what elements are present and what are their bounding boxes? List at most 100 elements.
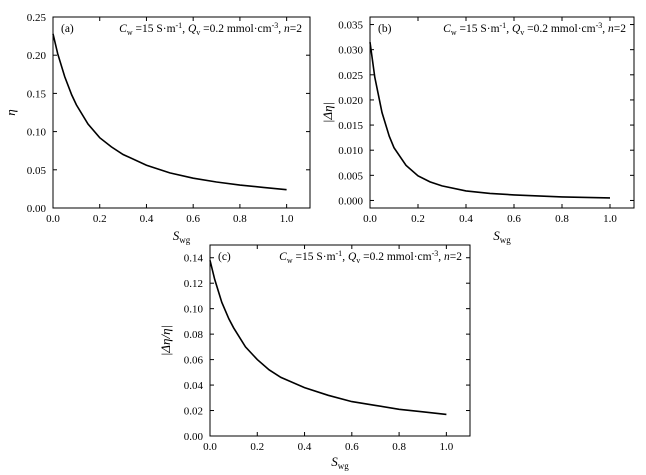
plot-frame xyxy=(209,244,471,437)
n-value: =2 xyxy=(290,23,302,35)
separator: , xyxy=(506,23,512,35)
data-curve xyxy=(369,41,611,199)
qv-subscript: v xyxy=(520,28,524,37)
x-axis-label: Swg xyxy=(493,228,511,245)
y-tick-label: 0.00 xyxy=(184,431,204,443)
y-tick-label: 0.04 xyxy=(184,380,204,392)
x-tick-label: 0.6 xyxy=(345,441,359,453)
n-symbol: n xyxy=(444,251,450,263)
cw-value: =15 S·m xyxy=(457,23,500,35)
cw-exponent: -1 xyxy=(336,249,343,258)
panel-label: (a) xyxy=(61,23,74,35)
n-symbol: n xyxy=(608,23,614,35)
x-tick-label: 0.0 xyxy=(363,213,377,225)
x-tick-label: 0.4 xyxy=(459,213,473,225)
cw-exponent: -1 xyxy=(500,21,507,30)
x-tick-label: 0.6 xyxy=(507,213,521,225)
data-curve xyxy=(52,33,287,191)
y-tick-label: 0.010 xyxy=(338,145,363,157)
y-tick-label: 0.020 xyxy=(338,95,363,107)
qv-exponent: -3 xyxy=(432,249,439,258)
y-tick-label: 0.06 xyxy=(184,355,204,367)
cw-symbol: C xyxy=(443,23,451,35)
y-tick-label: 0.15 xyxy=(27,88,47,100)
qv-value: =0.2 mmol·cm xyxy=(200,23,271,35)
qv-exponent: -3 xyxy=(596,21,603,30)
x-tick-label: 1.0 xyxy=(439,441,453,453)
qv-symbol: Q xyxy=(188,23,197,35)
panel-label: (c) xyxy=(218,251,231,263)
x-tick-label: 0.4 xyxy=(140,213,154,225)
separator: , xyxy=(182,23,188,35)
plot-frame xyxy=(369,16,635,209)
x-axis-label-main: S xyxy=(331,454,338,469)
x-tick-label: 1.0 xyxy=(603,213,617,225)
x-tick-label: 0.2 xyxy=(250,441,264,453)
chart-panel-3: 0.00 0.02 0.04 0.06 0.08 0.10 0.12 0.14 0.0 0.2 0.… xyxy=(158,244,471,471)
separator: , xyxy=(438,251,444,263)
y-tick-label: 0.025 xyxy=(338,70,363,82)
x-axis-label-subscript: wg xyxy=(338,461,349,471)
y-tick-label: 0.000 xyxy=(338,195,363,207)
x-axis-label: Swg xyxy=(173,228,191,245)
x-tick-label: 0.8 xyxy=(233,213,247,225)
x-tick-label: 0.0 xyxy=(203,441,217,453)
x-axis-label-subscript: wg xyxy=(179,235,190,245)
parameter-annotation: Cw =15 S·m-1, Qv =0.2 mmol·cm-3, n=2 xyxy=(443,21,626,37)
cw-subscript: w xyxy=(287,256,293,265)
y-tick-label: 0.10 xyxy=(184,304,204,316)
x-axis-label: Swg xyxy=(331,454,349,471)
n-value: =2 xyxy=(614,23,626,35)
cw-value: =15 S·m xyxy=(133,23,176,35)
y-tick-label: 0.12 xyxy=(184,278,203,290)
x-axis-label-main: S xyxy=(493,228,500,243)
y-tick-label: 0.14 xyxy=(184,253,204,265)
panel-label: (b) xyxy=(378,23,392,35)
data-curve xyxy=(209,260,447,416)
qv-subscript: v xyxy=(356,256,360,265)
parameter-annotation: Cw =15 S·m-1, Qv =0.2 mmol·cm-3, n=2 xyxy=(119,21,302,37)
n-value: =2 xyxy=(450,251,462,263)
cw-subscript: w xyxy=(451,28,457,37)
x-tick-label: 0.4 xyxy=(298,441,312,453)
x-tick-label: 0.2 xyxy=(411,213,425,225)
separator: , xyxy=(278,23,284,35)
y-tick-label: 0.05 xyxy=(27,165,47,177)
cw-value: =15 S·m xyxy=(293,251,336,263)
chart-panel-2: 0.000 0.005 0.010 0.015 0.020 0.025 0.030 0.035… xyxy=(320,16,635,245)
y-tick-label: 0.10 xyxy=(27,127,47,139)
qv-exponent: -3 xyxy=(272,21,279,30)
y-tick-label: 0.005 xyxy=(338,170,363,182)
qv-value: =0.2 mmol·cm xyxy=(360,251,431,263)
x-tick-label: 0.0 xyxy=(46,213,60,225)
y-tick-label: 0.030 xyxy=(338,45,363,57)
qv-symbol: Q xyxy=(512,23,521,35)
cw-symbol: C xyxy=(119,23,127,35)
y-axis-label: |Δη| xyxy=(320,102,335,123)
chart-panel-1: 0.00 0.05 0.10 0.15 0.20 0.25 0.0 0.2 0.4 0.6 0.8 1… xyxy=(3,12,311,245)
qv-value: =0.2 mmol·cm xyxy=(524,23,595,35)
separator: , xyxy=(602,23,608,35)
x-tick-label: 0.2 xyxy=(93,213,107,225)
cw-subscript: w xyxy=(127,28,133,37)
x-tick-label: 0.6 xyxy=(186,213,200,225)
y-tick-label: 0.08 xyxy=(184,329,204,341)
x-tick-label: 0.8 xyxy=(392,441,406,453)
parameter-annotation: Cw =15 S·m-1, Qv =0.2 mmol·cm-3, n=2 xyxy=(279,249,462,265)
y-tick-label: 0.20 xyxy=(27,50,47,62)
x-tick-label: 1.0 xyxy=(280,213,294,225)
y-tick-label: 0.00 xyxy=(27,203,47,215)
x-axis-label-subscript: wg xyxy=(500,235,511,245)
x-tick-label: 0.8 xyxy=(555,213,569,225)
y-axis-label: |Δη/η| xyxy=(158,325,173,356)
qv-subscript: v xyxy=(196,28,200,37)
y-axis-label: η xyxy=(3,109,18,115)
y-tick-label: 0.02 xyxy=(184,406,203,418)
cw-exponent: -1 xyxy=(176,21,183,30)
cw-symbol: C xyxy=(279,251,287,263)
separator: , xyxy=(342,251,348,263)
y-tick-label: 0.015 xyxy=(338,120,363,132)
y-tick-label: 0.035 xyxy=(338,20,363,32)
qv-symbol: Q xyxy=(348,251,357,263)
